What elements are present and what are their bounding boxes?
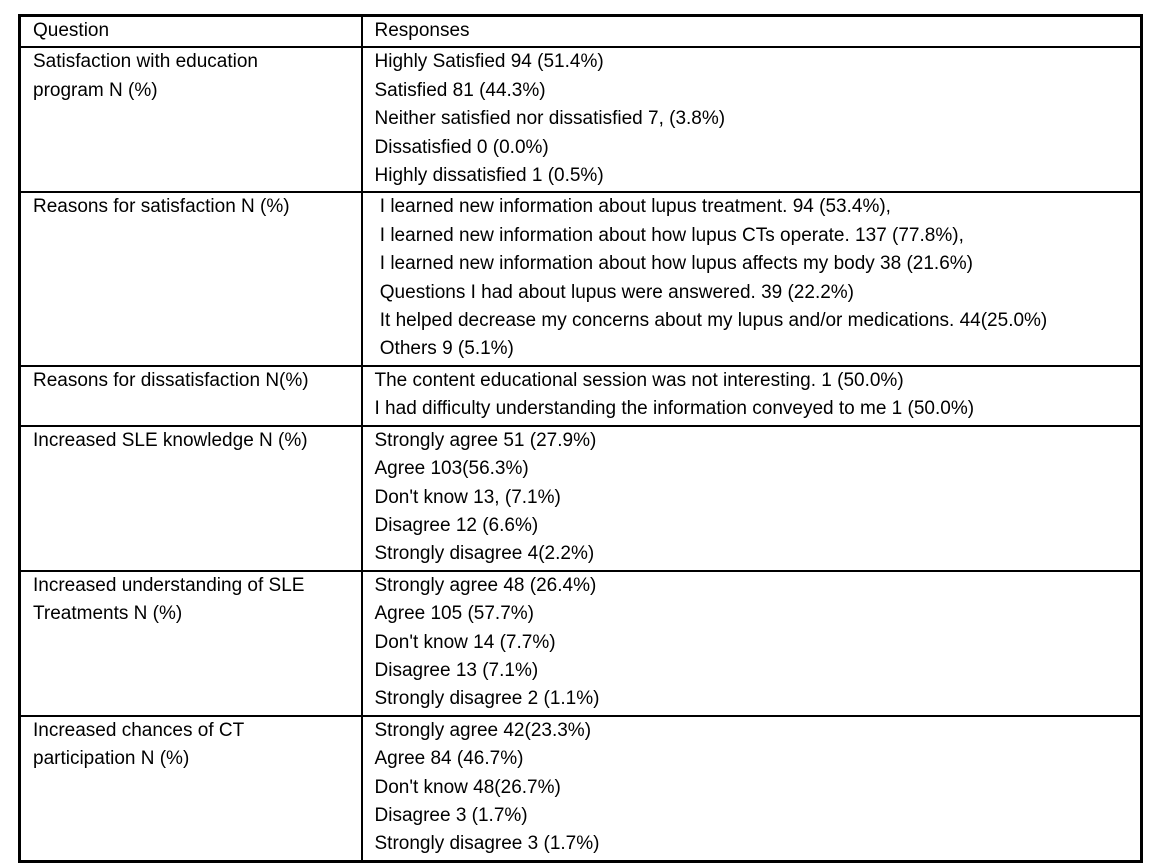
response-line: Don't know 13, (7.1%) xyxy=(374,486,561,508)
response-line: Agree 84 (46.7%) xyxy=(374,748,524,770)
response-line: Strongly disagree 2 (1.1%) xyxy=(374,688,600,710)
response-line: Disagree 3 (1.7%) xyxy=(374,804,528,826)
response-line: The content educational session was not … xyxy=(374,369,904,391)
response-line: Don't know 48(26.7%) xyxy=(374,776,561,798)
response-line: Others 9 (5.1%) xyxy=(374,338,514,360)
response-line: Satisfied 81 (44.3%) xyxy=(374,79,546,101)
table-header-row: Question Responses xyxy=(18,14,1143,49)
response-line: Don't know 14 (7.7%) xyxy=(374,631,556,653)
question-cell: Reasons for dissatisfaction N(%) xyxy=(18,364,363,427)
response-line: Agree 103(56.3%) xyxy=(374,458,529,480)
question-cell: Increased SLE knowledge N (%) xyxy=(18,424,363,572)
responses-cell: Strongly agree 51 (27.9%) Agree 103(56.3%… xyxy=(360,424,1143,572)
response-line: Strongly agree 42(23.3%) xyxy=(374,719,592,741)
response-line: Strongly agree 51 (27.9%) xyxy=(374,429,597,451)
response-line: Strongly agree 48 (26.4%) xyxy=(374,574,597,596)
survey-results-table: Question Responses Satisfaction with edu… xyxy=(18,14,1143,863)
table-row: Reasons for dissatisfaction N(%) The cont… xyxy=(18,364,1143,427)
responses-cell: Strongly agree 42(23.3%) Agree 84 (46.7%)… xyxy=(360,714,1143,863)
question-cell: Increased understanding of SLE Treatment… xyxy=(18,569,363,717)
response-line: I learned new information about how lupu… xyxy=(374,224,964,246)
question-cell: Increased chances of CT participation N … xyxy=(18,714,363,863)
responses-cell: Strongly agree 48 (26.4%) Agree 105 (57.7… xyxy=(360,569,1143,717)
table-row: Reasons for satisfaction N (%) I learned… xyxy=(18,191,1143,367)
responses-cell: I learned new information about lupus tr… xyxy=(360,191,1143,367)
response-line: I learned new information about how lupu… xyxy=(374,253,973,275)
response-line: Strongly disagree 3 (1.7%) xyxy=(374,833,600,855)
responses-cell: Highly Satisfied 94 (51.4%) Satisfied 81 … xyxy=(360,46,1143,194)
table-row: Satisfaction with education program N (%… xyxy=(18,46,1143,194)
responses-cell: The content educational session was not … xyxy=(360,364,1143,427)
table-body: Satisfaction with education program N (%… xyxy=(18,46,1143,863)
question-cell: Satisfaction with education program N (%… xyxy=(18,46,363,194)
response-line: Disagree 12 (6.6%) xyxy=(374,514,539,536)
question-cell: Reasons for satisfaction N (%) xyxy=(18,191,363,367)
column-header-responses: Responses xyxy=(360,14,1143,49)
response-line: Neither satisfied nor dissatisfied 7, (3… xyxy=(374,108,726,130)
response-line: Questions I had about lupus were answere… xyxy=(374,281,855,303)
table-row: Increased understanding of SLE Treatment… xyxy=(18,569,1143,717)
response-line: It helped decrease my concerns about my … xyxy=(374,310,1048,332)
response-line: Dissatisfied 0 (0.0%) xyxy=(374,136,549,158)
response-line: Disagree 13 (7.1%) xyxy=(374,659,539,681)
table-row: Increased chances of CT participation N … xyxy=(18,714,1143,863)
response-line: Highly dissatisfied 1 (0.5%) xyxy=(374,165,604,187)
response-line: Agree 105 (57.7%) xyxy=(374,603,535,625)
response-line: I had difficulty understanding the infor… xyxy=(374,398,975,420)
response-line: I learned new information about lupus tr… xyxy=(374,196,891,218)
table-row: Increased SLE knowledge N (%) Strongly ag… xyxy=(18,424,1143,572)
response-line: Highly Satisfied 94 (51.4%) xyxy=(374,51,604,73)
response-line: Strongly disagree 4(2.2%) xyxy=(374,543,595,565)
column-header-question: Question xyxy=(18,14,363,49)
